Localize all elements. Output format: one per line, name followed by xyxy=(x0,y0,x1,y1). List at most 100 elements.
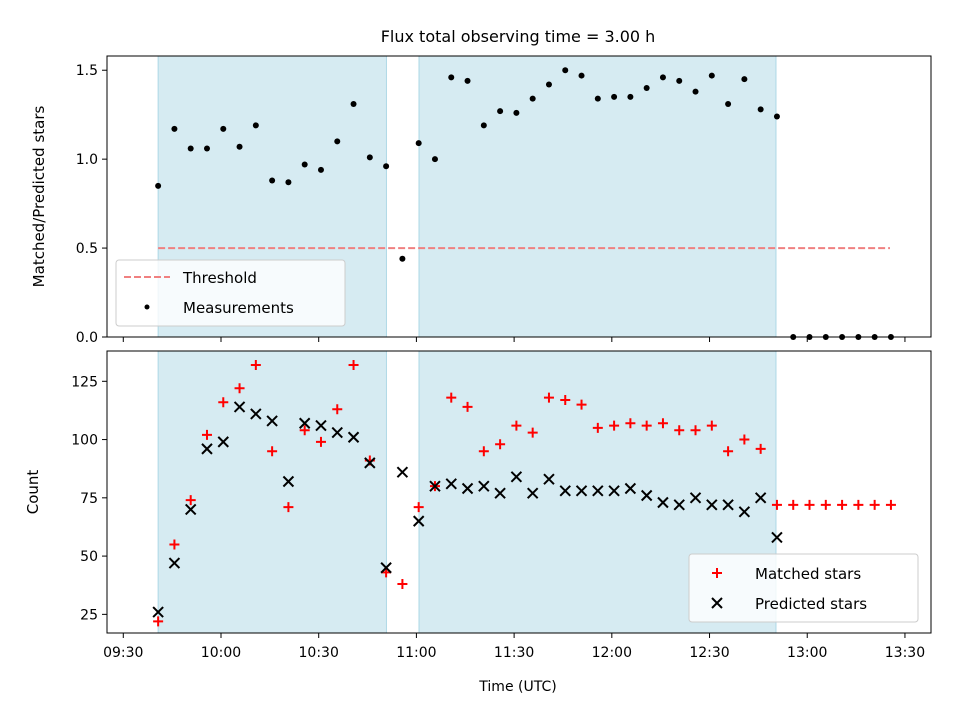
measurement-point xyxy=(317,166,324,173)
matched-star-point xyxy=(820,499,831,510)
measurement-point xyxy=(171,125,178,132)
matched-star-point xyxy=(592,422,603,433)
x-axis-label: Time (UTC) xyxy=(478,679,556,695)
axes-frame xyxy=(106,350,932,634)
predicted-star-point xyxy=(592,485,604,497)
matched-star-point xyxy=(543,392,554,403)
matched-star-point xyxy=(690,425,701,436)
matched-star-point xyxy=(267,446,278,457)
matched-star-point xyxy=(169,539,180,550)
predicted-star-point xyxy=(624,482,637,495)
predicted-star-point xyxy=(640,489,653,502)
matched-star-point xyxy=(299,425,310,436)
legend-measurements-swatch xyxy=(144,304,150,310)
measurement-point xyxy=(431,156,438,163)
matched-star-point xyxy=(332,404,343,415)
predicted-star-point xyxy=(152,606,164,618)
predicted-star-point xyxy=(445,478,457,490)
x-tick-label: 09:30 xyxy=(103,645,143,661)
predicted-star-point xyxy=(575,485,588,497)
matched-star-point xyxy=(771,499,782,510)
legend-measurements-label: Measurements xyxy=(183,299,294,317)
predicted-star-point xyxy=(706,499,718,511)
measurement-point xyxy=(643,85,650,92)
y-axis-label: Matched/Predicted stars xyxy=(30,106,48,288)
y-tick-label: 125 xyxy=(71,374,98,390)
predicted-star-point xyxy=(364,457,376,469)
measurement-point xyxy=(203,145,210,152)
predicted-star-point xyxy=(526,487,539,499)
matched-star-point xyxy=(462,401,473,412)
measurement-point xyxy=(236,143,243,150)
matched-star-point xyxy=(527,427,538,438)
measurement-point xyxy=(725,101,732,108)
x-tick-label: 11:30 xyxy=(494,645,534,661)
measurement-point xyxy=(757,106,764,113)
x-tick-label: 13:00 xyxy=(787,645,827,661)
predicted-star-point xyxy=(347,431,360,443)
measurement-point xyxy=(773,113,780,120)
matched-star-point xyxy=(397,579,408,590)
measurement-point xyxy=(252,122,259,129)
predicted-star-point xyxy=(559,485,571,497)
y-tick-label: 0.0 xyxy=(76,330,98,346)
predicted-star-point xyxy=(543,473,555,485)
measurement-point xyxy=(301,161,308,168)
x-tick-label: 13:30 xyxy=(885,645,925,661)
measurement-point xyxy=(741,76,748,83)
predicted-star-point xyxy=(315,419,327,432)
matched-star-point xyxy=(218,397,229,408)
legend-threshold-label: Threshold xyxy=(182,269,257,287)
matched-star-point xyxy=(739,434,750,445)
x-tick-label: 12:30 xyxy=(689,645,729,661)
predicted-star-point xyxy=(494,487,506,499)
predicted-star-point xyxy=(233,401,246,413)
predicted-star-point xyxy=(250,408,262,420)
matched-star-point xyxy=(234,383,245,394)
y-tick-label: 25 xyxy=(80,607,98,623)
matched-star-point xyxy=(250,359,261,370)
predicted-star-point xyxy=(673,499,685,511)
predicted-star-point xyxy=(217,436,229,448)
matched-star-point xyxy=(755,443,766,454)
measurement-point xyxy=(676,77,683,84)
measurement-point xyxy=(692,88,699,95)
measurement-point xyxy=(594,95,601,102)
predicted-star-point xyxy=(510,471,523,483)
measurement-point xyxy=(220,125,227,132)
matched-star-point xyxy=(788,499,799,510)
matched-star-point xyxy=(348,359,359,370)
measurement-point xyxy=(448,74,455,81)
predicted-star-point xyxy=(184,503,197,516)
x-tick-label: 11:00 xyxy=(396,645,436,661)
measurement-point xyxy=(708,72,715,79)
y-axis-label: Count xyxy=(24,470,42,515)
predicted-star-point xyxy=(282,475,295,488)
predicted-star-point xyxy=(608,485,620,497)
matched-star-point xyxy=(641,420,652,431)
predicted-star-point xyxy=(331,426,343,439)
measurement-point xyxy=(659,74,666,81)
matched-star-point xyxy=(153,616,164,627)
predicted-star-point xyxy=(461,482,474,495)
matched-star-point xyxy=(837,499,848,510)
matched-star-point xyxy=(576,399,587,410)
legend-box xyxy=(115,259,346,327)
observing-span xyxy=(418,55,777,338)
matched-star-point xyxy=(511,420,522,431)
measurement-point xyxy=(627,93,634,100)
x-tick-label: 12:00 xyxy=(592,645,632,661)
matched-star-point xyxy=(185,495,196,506)
measurement-point xyxy=(464,77,471,84)
figure-title: Flux total observing time = 3.00 h xyxy=(381,27,656,46)
matched-star-point xyxy=(869,499,880,510)
y-tick-label: 1.0 xyxy=(76,152,98,168)
ratio-panel: 0.0 0.5 1.0 1.5 Matched/Predicted stars Thres… xyxy=(30,55,932,346)
predicted-star-point xyxy=(689,492,702,504)
measurement-point xyxy=(480,122,487,129)
matched-star-point xyxy=(478,446,489,457)
matched-star-point xyxy=(706,420,717,431)
y-tick-label: 1.5 xyxy=(76,63,98,79)
matched-star-point xyxy=(560,394,571,405)
predicted-star-point xyxy=(412,515,425,527)
